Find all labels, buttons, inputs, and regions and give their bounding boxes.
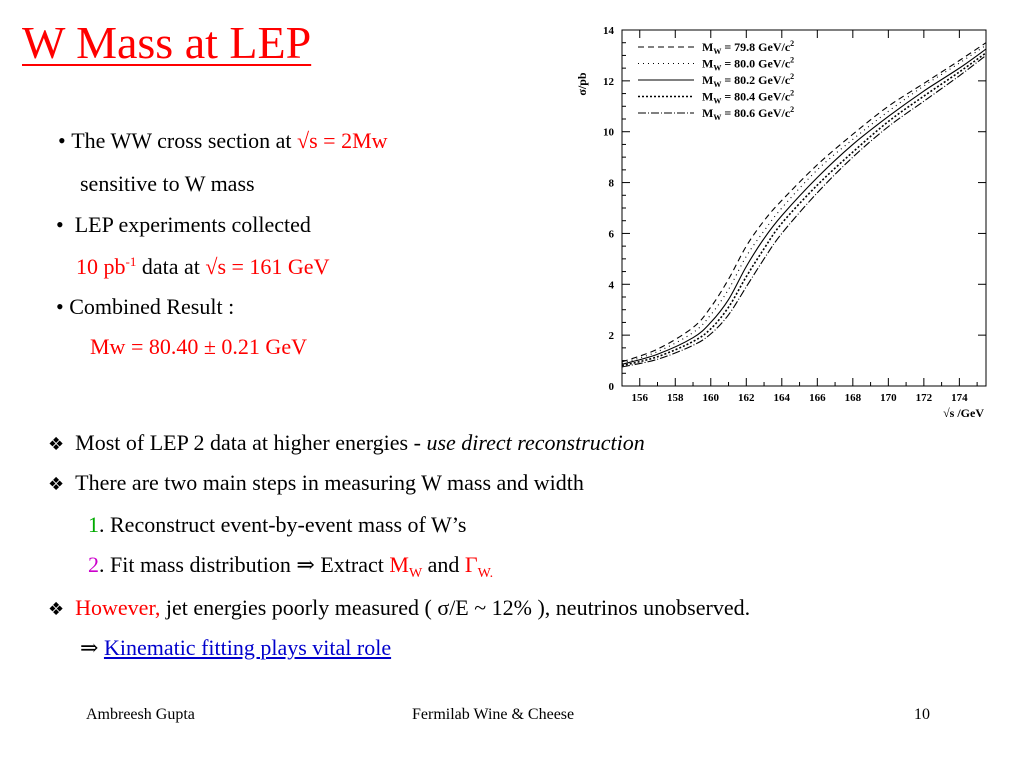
series-line-80.6 bbox=[621, 54, 987, 368]
x-tick-label: 164 bbox=[774, 392, 791, 404]
chart-curves bbox=[621, 42, 987, 368]
however-text: However, bbox=[75, 595, 161, 620]
lower-bullet-2: ❖ There are two main steps in measuring … bbox=[48, 472, 584, 494]
and-text: and bbox=[422, 552, 465, 577]
y-tick-label: 6 bbox=[609, 228, 615, 240]
mw-subscript: W bbox=[408, 566, 423, 581]
x-tick-label: 156 bbox=[632, 392, 649, 404]
bullet-1-continuation: sensitive to W mass bbox=[80, 171, 255, 196]
luminosity-value: 10 pb bbox=[76, 254, 126, 279]
x-tick-label: 168 bbox=[845, 392, 862, 404]
step-2-text: . Fit mass distribution ⇒ Extract bbox=[99, 552, 390, 577]
y-tick-label: 2 bbox=[609, 330, 615, 342]
chart-axes: 156 158 160 162 164 166 168 170 172 174 0 2 4 6 8 10 12 1… bbox=[603, 25, 987, 404]
gamma-symbol: Γ bbox=[464, 552, 478, 577]
series-line-80.0 bbox=[621, 44, 987, 364]
x-tick-label: 160 bbox=[703, 392, 720, 404]
implies-arrow-icon: ⇒ bbox=[80, 635, 104, 660]
x-tick-label: 172 bbox=[916, 392, 933, 404]
bullet-2-continuation: 10 pb-1 data at √s = 161 GeV bbox=[76, 255, 329, 278]
luminosity-exponent: -1 bbox=[125, 254, 137, 269]
bullet-1-sqrt: √s = 2Mw bbox=[297, 128, 388, 153]
series-line-80.2 bbox=[621, 48, 987, 365]
series-line-79.8 bbox=[621, 42, 987, 363]
diamond-bullet-icon: ❖ bbox=[48, 599, 65, 620]
diamond-bullet-icon: ❖ bbox=[48, 474, 65, 495]
lower-bullet-3-text: jet energies poorly measured ( σ/E ~ 12%… bbox=[160, 595, 751, 620]
footer-event: Fermilab Wine & Cheese bbox=[412, 706, 575, 723]
bullet-1: • The WW cross section at √s = 2Mw bbox=[58, 130, 388, 152]
legend-label-80.0: MW = 80.0 GeV/c2 bbox=[702, 56, 794, 73]
lower-bullet-2-text: There are two main steps in measuring W … bbox=[75, 470, 584, 495]
y-tick-label: 10 bbox=[603, 127, 615, 139]
bullet-2-text: LEP experiments collected bbox=[74, 212, 311, 237]
x-tick-label: 170 bbox=[880, 392, 897, 404]
legend-label-80.2: MW = 80.2 GeV/c2 bbox=[702, 72, 794, 89]
luminosity-mid-text: data at bbox=[136, 254, 206, 279]
x-tick-label: 162 bbox=[738, 392, 755, 404]
legend-label-80.6: MW = 80.6 GeV/c2 bbox=[702, 105, 794, 122]
legend-label-79.8: MW = 79.8 GeV/c2 bbox=[702, 39, 794, 56]
slide-title: W Mass at LEP bbox=[22, 17, 312, 68]
mw-symbol: M bbox=[389, 552, 409, 577]
bullet-dot: • bbox=[58, 128, 72, 153]
ww-cross-section-chart: 156 158 160 162 164 166 168 170 172 174 0 2 4 6 8 10 12 1… bbox=[575, 25, 987, 420]
lower-bullet-3: ❖ However, jet energies poorly measured … bbox=[48, 597, 750, 619]
step-2: 2. Fit mass distribution ⇒ Extract MW an… bbox=[88, 554, 493, 581]
y-tick-label: 12 bbox=[603, 76, 615, 88]
series-line-80.4 bbox=[621, 52, 987, 367]
y-tick-label: 14 bbox=[603, 25, 615, 37]
kinematic-fitting-link[interactable]: Kinematic fitting plays vital role bbox=[103, 635, 392, 660]
lower-bullet-1: ❖ Most of LEP 2 data at higher energies … bbox=[48, 432, 645, 454]
x-axis-label: √s /GeV bbox=[943, 406, 984, 420]
diamond-bullet-icon: ❖ bbox=[48, 434, 65, 455]
x-tick-label: 174 bbox=[951, 392, 968, 404]
footer-page-number: 10 bbox=[914, 706, 930, 723]
y-axis-label: σ/pb bbox=[575, 72, 589, 96]
x-tick-label: 158 bbox=[667, 392, 684, 404]
step-1-text: . Reconstruct event-by-event mass of W’s bbox=[99, 512, 467, 537]
bullet-dot: • bbox=[56, 212, 75, 237]
bullet-2: • LEP experiments collected bbox=[56, 214, 311, 236]
energy-value: √s = 161 GeV bbox=[205, 254, 330, 279]
combined-result: Mw = 80.40 ± 0.21 GeV bbox=[90, 334, 307, 359]
gamma-subscript: W. bbox=[477, 566, 494, 581]
bullet-1-text: The WW cross section at bbox=[71, 128, 298, 153]
step-1: 1. Reconstruct event-by-event mass of W’… bbox=[88, 514, 466, 536]
x-tick-label: 166 bbox=[809, 392, 826, 404]
step-1-number: 1 bbox=[88, 512, 99, 537]
lower-bullet-1-italic: use direct reconstruction bbox=[426, 430, 645, 455]
step-2-number: 2 bbox=[88, 552, 99, 577]
legend-label-80.4: MW = 80.4 GeV/c2 bbox=[702, 89, 794, 106]
y-tick-label: 0 bbox=[609, 381, 615, 393]
y-tick-label: 8 bbox=[609, 178, 615, 190]
lower-bullet-1-text: Most of LEP 2 data at higher energies - bbox=[75, 430, 427, 455]
kinematic-fitting-line: ⇒ Kinematic fitting plays vital role bbox=[80, 637, 391, 659]
footer-author: Ambreesh Gupta bbox=[86, 706, 195, 723]
bullet-3: • Combined Result : bbox=[56, 294, 235, 319]
y-tick-label: 4 bbox=[609, 279, 615, 291]
